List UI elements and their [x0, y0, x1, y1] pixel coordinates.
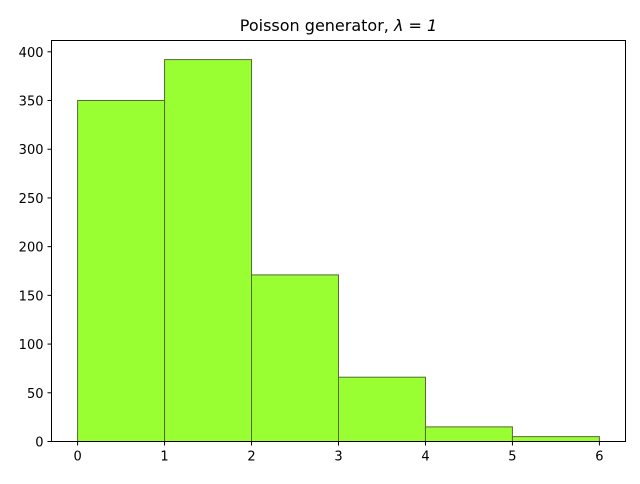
y-axis: 0 50 100 150 200 250 300 350 400	[19, 46, 52, 451]
y-tick-label: 350	[19, 95, 44, 110]
y-tick-label: 50	[27, 387, 44, 402]
y-tick-label: 100	[19, 338, 44, 353]
chart-title-prefix: Poisson generator,	[240, 16, 394, 35]
bars-layer	[77, 59, 600, 442]
chart-title-math: λ = 1	[393, 16, 437, 35]
y-tick-label: 0	[35, 436, 43, 451]
histogram-bar-0	[77, 100, 166, 442]
x-tick-label: 0	[73, 450, 81, 465]
x-tick-label: 6	[595, 450, 603, 465]
histogram-bar-2	[251, 274, 339, 442]
x-tick-label: 3	[334, 450, 342, 465]
y-tick-label: 400	[19, 46, 44, 61]
chart-title: Poisson generator, λ = 1	[240, 16, 437, 35]
x-axis: 0 1 2 3 4 5 6	[73, 441, 604, 465]
y-tick-label: 250	[19, 192, 44, 207]
y-tick-label: 150	[19, 289, 44, 304]
histogram-bar-4	[424, 426, 513, 442]
y-tick-label: 300	[19, 143, 44, 158]
histogram-bar-3	[338, 376, 426, 442]
histogram-bar-1	[164, 59, 253, 442]
y-tick-label: 200	[19, 241, 44, 256]
x-tick-label: 5	[508, 450, 516, 465]
histogram-bar-5	[511, 436, 600, 442]
x-tick-label: 4	[421, 450, 429, 465]
x-tick-label: 2	[247, 450, 255, 465]
x-tick-label: 1	[160, 450, 168, 465]
